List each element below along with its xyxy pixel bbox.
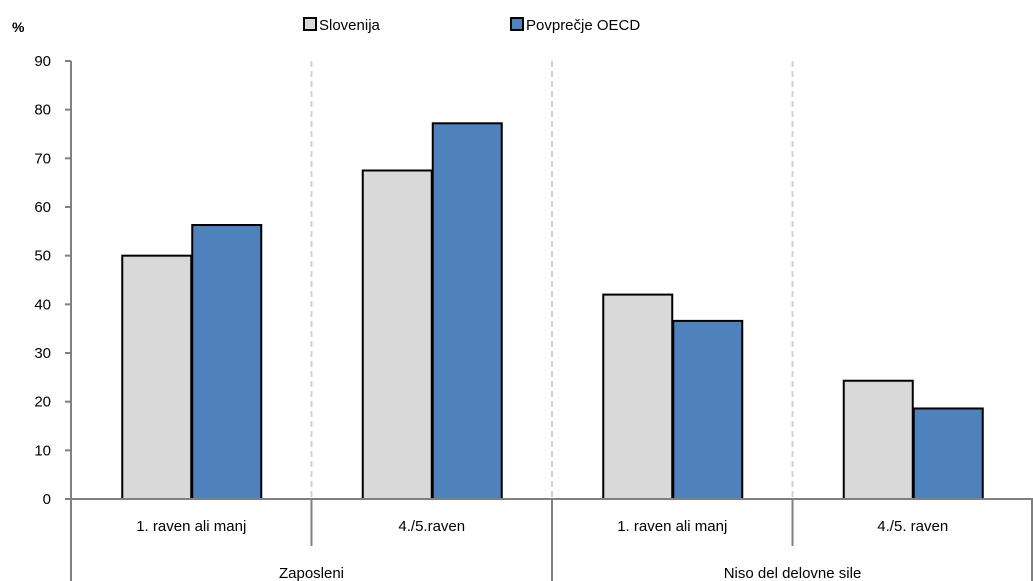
- y-axis-unit-label: %: [12, 19, 25, 35]
- legend-swatch-slovenija: [303, 17, 317, 31]
- x-category-label: 1. raven ali manj: [617, 518, 727, 535]
- category-separators: [310, 61, 794, 499]
- bar-oecd-1: [191, 224, 263, 501]
- y-tick-label: 40: [34, 296, 51, 313]
- x-category-label: 4./5. raven: [877, 518, 948, 535]
- bar-slovenija-4: [842, 379, 914, 500]
- bar-slovenija-2: [361, 169, 433, 500]
- x-group-label: Zaposleni: [279, 565, 344, 581]
- bar-oecd-3: [672, 319, 744, 500]
- y-tick-label: 60: [34, 199, 51, 216]
- y-tick-label: 10: [34, 442, 51, 459]
- legend-label-slovenija: Slovenija: [319, 17, 381, 34]
- y-tick-label: 0: [43, 491, 51, 508]
- bar-oecd-2: [431, 122, 503, 500]
- legend: Slovenija Povprečje OECD: [303, 17, 640, 34]
- y-tick-label: 50: [34, 248, 51, 265]
- bars: [121, 122, 984, 501]
- x-category-label: 1. raven ali manj: [136, 518, 246, 535]
- bar-slovenija-3: [602, 293, 674, 500]
- x-group-label: Niso del delovne sile: [724, 565, 862, 581]
- bar-slovenija-1: [121, 254, 193, 500]
- x-category-label: 4./5.raven: [398, 518, 465, 535]
- legend-swatch-oecd: [510, 17, 524, 31]
- legend-label-oecd: Povprečje OECD: [526, 17, 640, 34]
- y-tick-label: 30: [34, 345, 51, 362]
- axes: 0 10 20 30 40 50 60 70 80 90 1. raven ali manj 4./5…: [34, 53, 1033, 581]
- y-tick-label: 80: [34, 102, 51, 119]
- bar-oecd-4: [912, 407, 984, 501]
- y-tick-label: 70: [34, 150, 51, 167]
- y-tick-label: 20: [34, 394, 51, 411]
- y-tick-label: 90: [34, 53, 51, 70]
